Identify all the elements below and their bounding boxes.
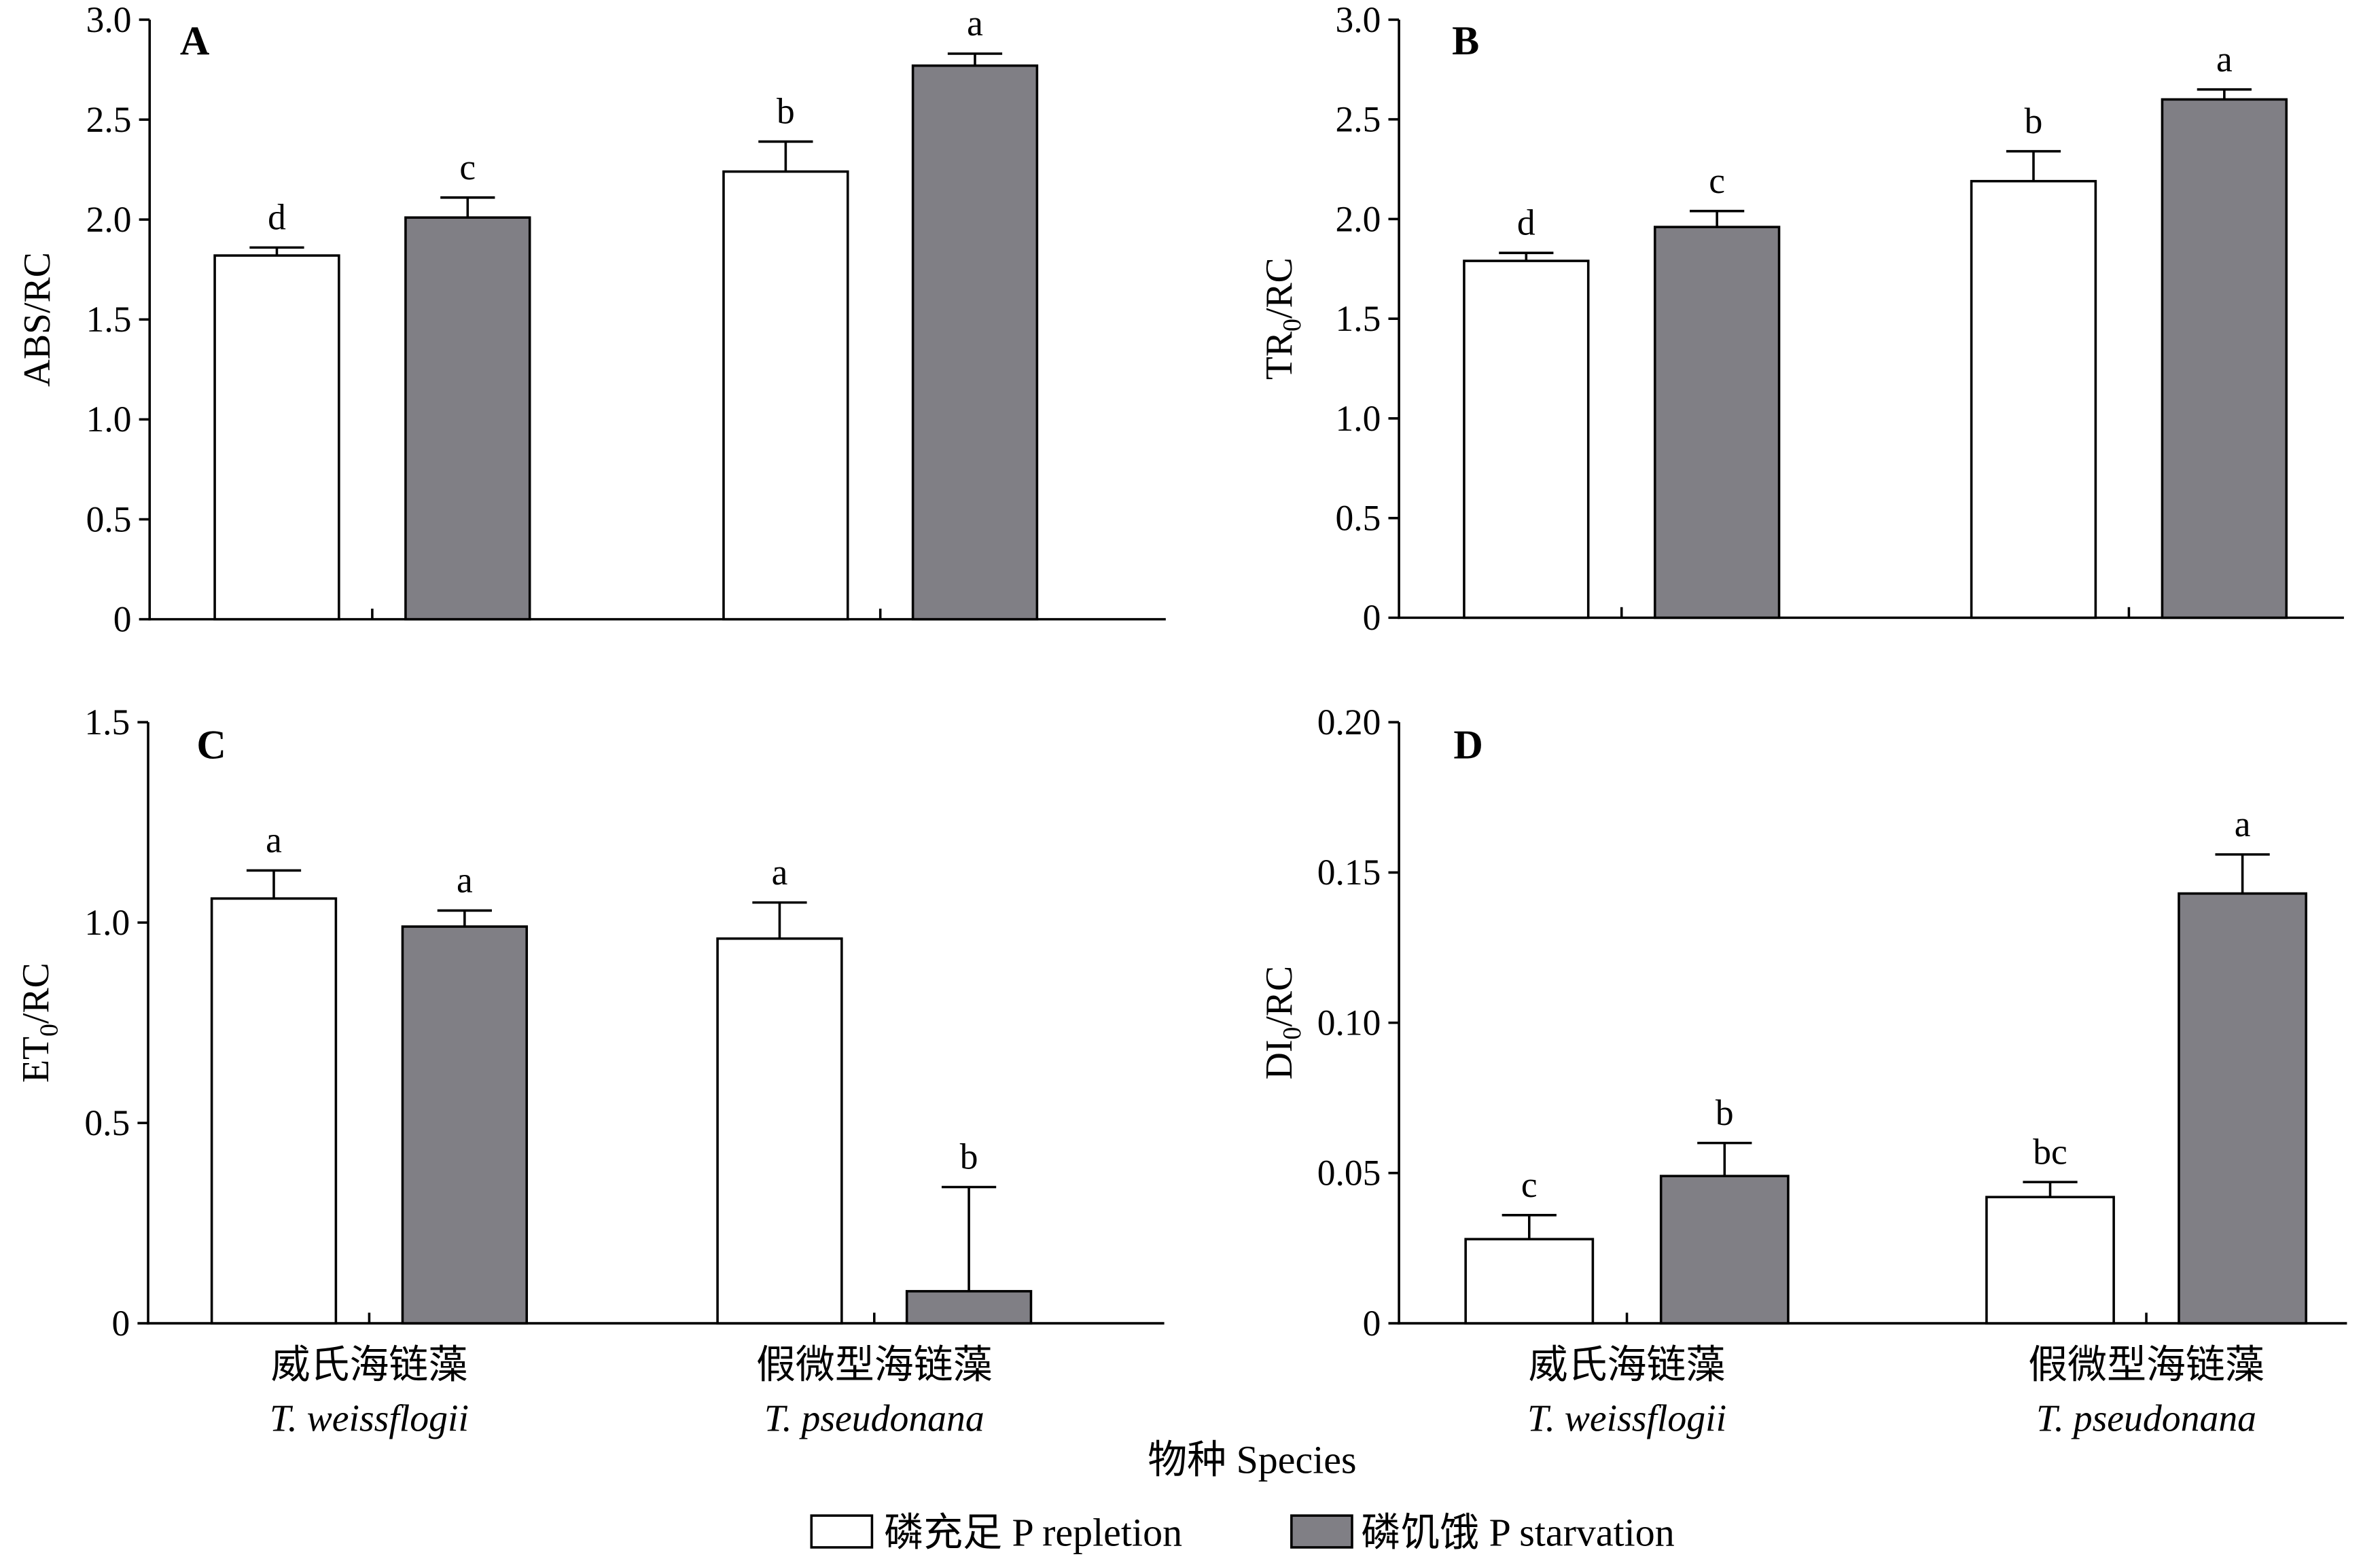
panel-d-weissflogii-starvation-bar [1659,1174,1790,1325]
x-axis-title: 物种 Species [1148,1438,1356,1482]
y-axis-title-text: TR [1258,331,1300,380]
legend-item-starvation: 磷饥饿 P starvation [1290,1511,1675,1555]
panel-b-weissflogii-repletion-bar [1463,259,1590,620]
panel-a-y-tick-label: 1.5 [86,299,132,340]
y-axis-title-text: ET [15,1037,57,1083]
panel-a-weissflogii-starvation-significance-letter: c [459,147,476,187]
panel-a-weissflogii-repletion-bar [213,254,340,621]
panel-a-pseudonana-repletion-significance-letter: b [777,91,795,132]
panel-d-pseudonana-repletion-bar [1985,1196,2115,1325]
panel-a-y-tick-label: 1.0 [86,399,132,439]
panel-b-y-tick-label: 2.5 [1335,99,1381,140]
y-axis-title-subscript: 0 [35,1024,63,1037]
panel-c-category-label-pseudonana: 假微型海链藻 [756,1342,993,1386]
panel-b-y-tick-label: 2.0 [1335,198,1381,239]
panel-d-category-latin-weissflogii: T. weissflogii [1527,1397,1726,1439]
panel-c-pseudonana-starvation-bar [905,1290,1033,1325]
panel-c-category-latin-pseudonana: T. pseudonana [764,1397,984,1439]
panel-b-weissflogii-starvation-bar [1653,226,1781,620]
panel-b-y-tick-label: 3.0 [1335,0,1381,40]
panel-a-y-tick-label: 3.0 [86,0,132,40]
panel-c-pseudonana-repletion-significance-letter: a [772,852,788,893]
panel-b-pseudonana-repletion-significance-letter: b [2025,101,2043,141]
panel-b-weissflogii-starvation-significance-letter: c [1709,160,1725,201]
panel-d-weissflogii-starvation-significance-letter: b [1716,1092,1734,1133]
panel-a-pseudonana-starvation-bar [911,64,1039,621]
panel-a-label: A [180,18,210,64]
panel-b-y-tick-label: 0.5 [1335,497,1381,538]
panel-d-label: D [1453,723,1482,768]
legend: 磷充足 P repletion 磷饥饿 P starvation [810,1511,1675,1555]
panel-c-pseudonana-repletion-bar [716,937,843,1325]
panel-c-weissflogii-repletion-bar [210,897,338,1325]
panel-c-y-tick-label: 1.5 [84,702,130,742]
panel-c-category-label-weissflogii: 威氏海链藻 [271,1342,468,1386]
panel-c-pseudonana-starvation-significance-letter: b [960,1136,978,1177]
panel-b-label: B [1452,18,1479,64]
panel-a: 0 0.5 1.0 1.5 2.0 2.5 3.0 d b c a A ABS/RC [16,0,1166,639]
panel-d-category-label-weissflogii: 威氏海链藻 [1529,1342,1726,1386]
y-axis-title-tail: /RC [1258,966,1300,1027]
panel-a-y-tick-label: 2.0 [86,199,132,240]
y-axis-title-tail: /RC [1258,257,1300,319]
panel-d-y-tick-label: 0.10 [1317,1002,1381,1043]
panel-a-y-tick-label: 2.5 [86,99,132,140]
legend-item-repletion: 磷充足 P repletion [810,1511,1182,1555]
y-axis-title-text: ABS/RC [16,252,58,387]
panel-d-weissflogii-repletion-significance-letter: c [1521,1164,1538,1205]
panel-c-y-tick-label: 0.5 [84,1102,130,1143]
legend-label-starvation: 磷饥饿 P starvation [1361,1511,1674,1555]
panel-c-weissflogii-starvation-bar [401,925,529,1325]
panel-a-weissflogii-starvation-bar [404,216,531,621]
panel-d-y-tick-label: 0.05 [1317,1153,1381,1194]
y-axis-title-subscript: 0 [1278,1027,1307,1040]
panel-d-category-latin-pseudonana: T. pseudonana [2036,1397,2256,1439]
panel-b-y-tick-label: 1.5 [1335,298,1381,339]
panel-c-weissflogii-starvation-significance-letter: a [457,860,473,901]
panel-d-pseudonana-starvation-significance-letter: a [2235,804,2251,844]
panel-d-weissflogii-repletion-bar [1464,1238,1595,1325]
panel-b-weissflogii-repletion-significance-letter: d [1517,202,1535,243]
panel-c-category-latin-weissflogii: T. weissflogii [270,1397,469,1439]
panel-a-y-axis-title: ABS/RC [16,252,58,387]
panel-d-y-tick-label: 0.20 [1317,702,1381,742]
panel-b-pseudonana-repletion-bar [1970,179,2097,620]
panel-a-pseudonana-starvation-significance-letter: a [967,3,983,43]
panel-a-y-tick-label: 0 [113,598,132,639]
panel-c-y-tick-label: 0 [112,1303,130,1344]
panel-d-y-tick-label: 0.15 [1317,852,1381,893]
panel-d-y-tick-label: 0 [1363,1303,1381,1344]
panel-a-y-tick-label: 0.5 [86,499,132,539]
panel-c-y-axis-title: ET0/RC [15,963,63,1083]
panel-c-y-tick-label: 1.0 [84,902,130,943]
panel-c-label: C [196,723,226,768]
legend-label-repletion: 磷充足 P repletion [884,1511,1182,1555]
panel-d-pseudonana-repletion-significance-letter: bc [2033,1131,2067,1172]
panel-d-y-axis-title: DI0/RC [1258,966,1307,1080]
panel-b-y-tick-label: 1.0 [1335,398,1381,439]
panel-b-pseudonana-starvation-bar [2161,98,2288,620]
legend-swatch-repletion [810,1514,874,1549]
panel-b-pseudonana-starvation-significance-letter: a [2216,39,2233,79]
panel-a-pseudonana-repletion-bar [722,170,849,621]
panel-d-pseudonana-starvation-bar [2178,892,2307,1325]
y-axis-title-subscript: 0 [1278,319,1307,331]
legend-swatch-starvation [1290,1514,1353,1549]
panel-a-weissflogii-repletion-significance-letter: d [268,197,286,238]
panel-b-y-axis-title: TR0/RC [1258,257,1307,380]
y-axis-title-text: DI [1258,1040,1300,1080]
panel-b-y-tick-label: 0 [1363,597,1381,638]
panel-c-weissflogii-repletion-significance-letter: a [266,820,282,861]
panel-d-category-label-pseudonana: 假微型海链藻 [2028,1342,2264,1386]
y-axis-title-tail: /RC [15,963,57,1024]
